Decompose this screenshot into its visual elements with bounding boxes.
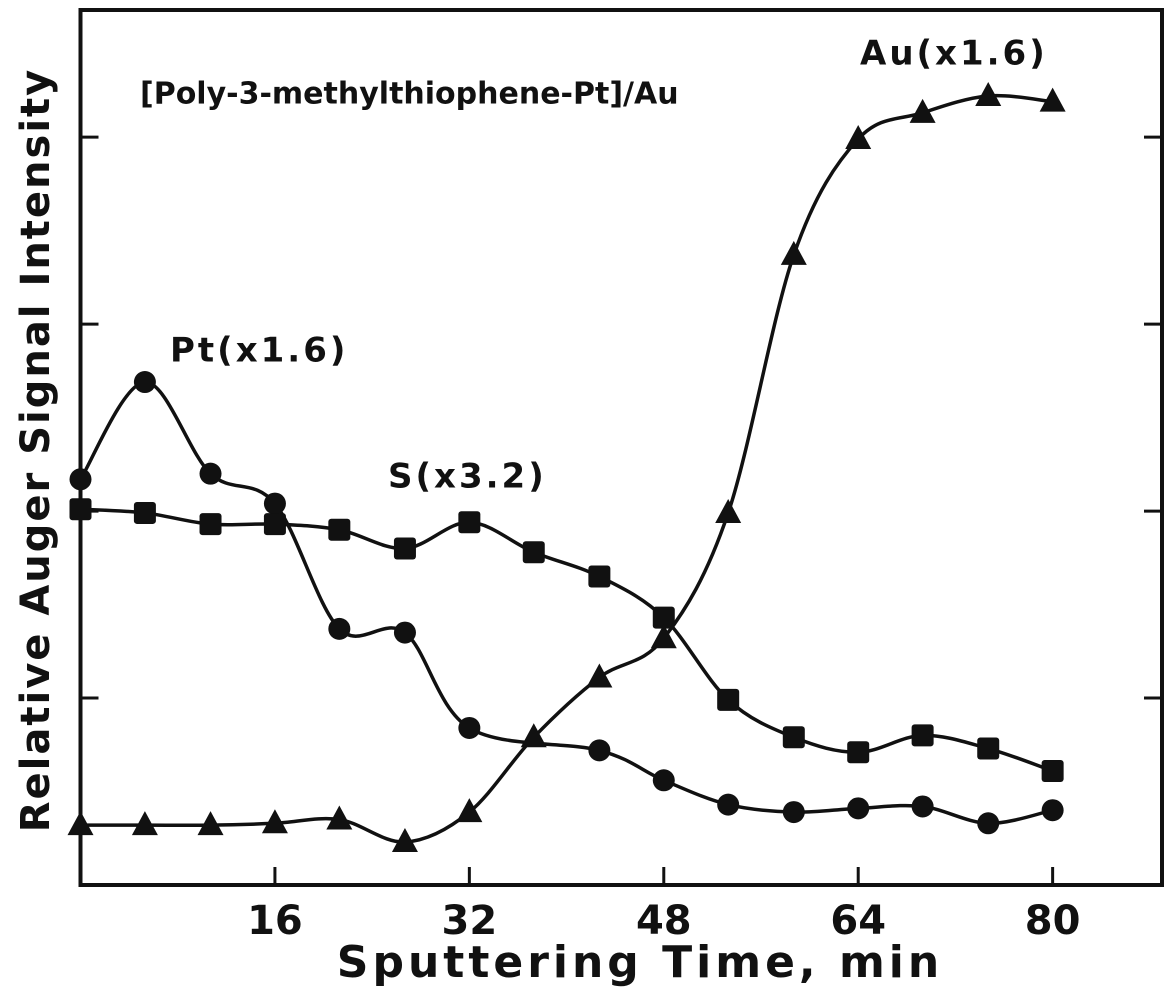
marker [652, 606, 675, 629]
marker [588, 565, 611, 588]
marker [715, 498, 742, 523]
marker [458, 511, 481, 534]
marker [133, 371, 156, 394]
marker [588, 739, 611, 762]
marker [67, 811, 94, 836]
marker [977, 737, 1000, 760]
marker [69, 468, 92, 491]
marker [911, 795, 934, 818]
marker [782, 726, 805, 749]
x-tick-label: 16 [247, 898, 303, 944]
marker [263, 492, 286, 515]
marker [263, 513, 286, 536]
marker [909, 98, 936, 123]
marker [650, 624, 677, 649]
marker [69, 498, 92, 521]
x-tick-label: 64 [830, 898, 886, 944]
marker [391, 827, 418, 852]
marker [261, 809, 288, 834]
marker [782, 801, 805, 824]
marker [1041, 799, 1064, 822]
series-line [80, 507, 1054, 773]
marker [975, 82, 1002, 107]
marker [845, 125, 872, 150]
x-tick-label: 80 [1025, 898, 1081, 944]
marker [1039, 87, 1066, 112]
marker [717, 793, 740, 816]
marker [522, 541, 545, 564]
marker [520, 723, 547, 748]
y-axis-label: Relative Auger Signal Intensity [13, 68, 59, 833]
marker [197, 811, 224, 836]
chart-title: [Poly-3-methylthiophene-Pt]/Au [140, 77, 679, 112]
marker [652, 769, 675, 792]
marker [328, 518, 351, 541]
marker [458, 716, 481, 739]
series-line [79, 380, 1054, 826]
marker [847, 741, 870, 764]
series-label: Pt(x1.6) [170, 331, 348, 371]
series-label: S(x3.2) [388, 457, 547, 497]
x-tick-label: 32 [442, 898, 498, 944]
marker [586, 663, 613, 688]
marker [780, 240, 807, 265]
marker [456, 798, 483, 823]
marker [977, 812, 1000, 835]
marker [328, 617, 351, 640]
x-tick-label: 48 [636, 898, 692, 944]
marker [131, 811, 158, 836]
marker [133, 501, 156, 524]
series-label: Au(x1.6) [860, 34, 1048, 74]
marker [847, 797, 870, 820]
series-line [80, 93, 1053, 844]
marker [199, 462, 222, 485]
marker [199, 513, 222, 536]
x-axis-label: Sputtering Time, min [337, 937, 943, 988]
plot-frame [78, 8, 1164, 887]
marker [911, 724, 934, 747]
marker [1041, 759, 1064, 782]
marker [393, 621, 416, 644]
marker [326, 805, 353, 830]
marker [393, 537, 416, 560]
marker [717, 688, 740, 711]
